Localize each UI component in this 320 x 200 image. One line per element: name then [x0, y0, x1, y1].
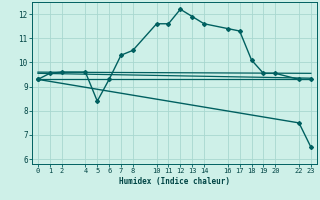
- X-axis label: Humidex (Indice chaleur): Humidex (Indice chaleur): [119, 177, 230, 186]
